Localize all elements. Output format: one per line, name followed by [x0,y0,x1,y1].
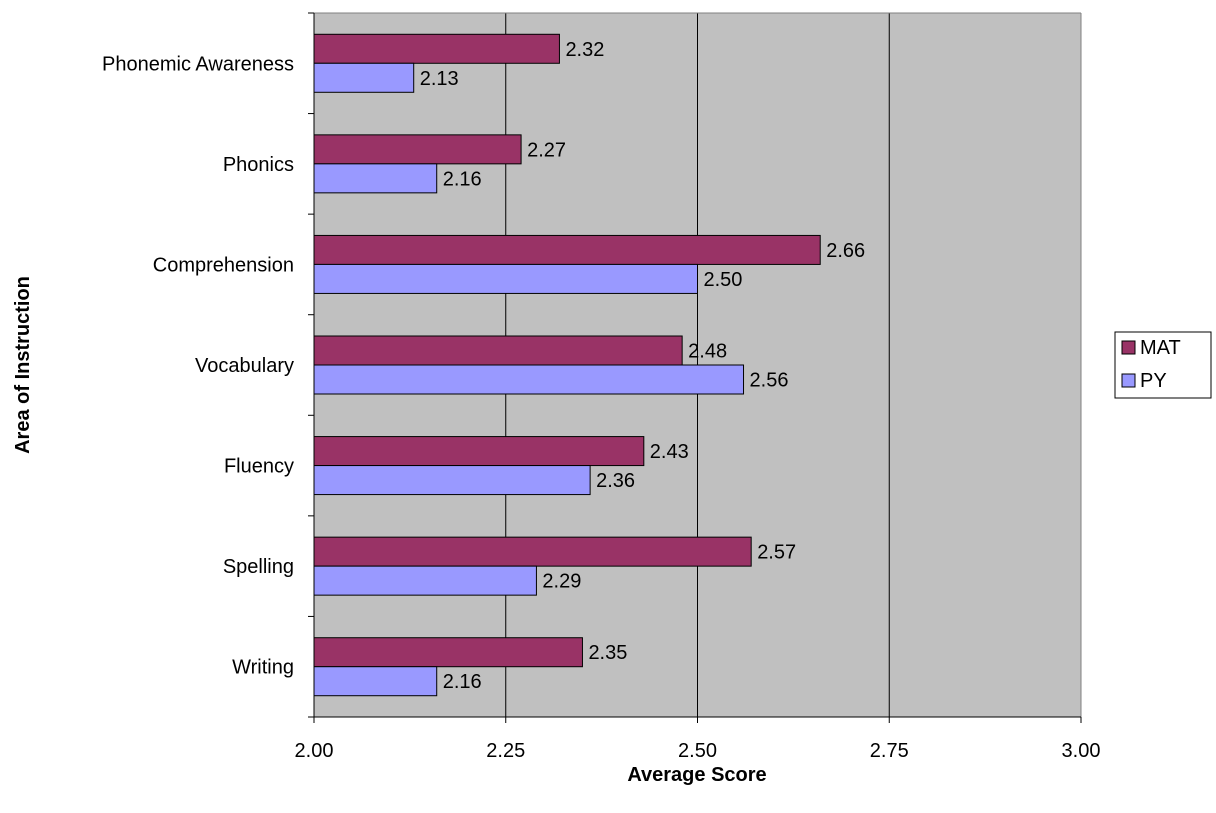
data-label-mat: 2.43 [650,441,689,463]
bars [313,33,821,697]
bar-py [313,163,438,194]
data-label-mat: 2.35 [588,642,627,664]
data-label-mat: 2.66 [826,240,865,262]
bar-py [313,263,698,294]
category-label: Fluency [224,456,294,478]
bar-mat [313,134,522,165]
y-axis-title: Area of Instruction [12,276,34,454]
data-label-py: 2.16 [443,168,482,190]
category-label: Spelling [223,556,294,578]
data-label-py: 2.56 [750,370,789,392]
x-tick-label: 3.00 [1062,740,1101,762]
bar-mat [313,637,583,668]
bar-mat [313,536,752,567]
data-label-py: 2.13 [420,68,459,90]
bar-mat [313,335,683,366]
category-label: Comprehension [153,254,294,276]
bar-py [313,666,438,697]
category-label: Phonics [223,154,294,176]
x-tick-label: 2.00 [295,740,334,762]
data-label-py: 2.36 [596,470,635,492]
category-labels: Phonemic Awareness Phonics Comprehension Vo… [102,53,294,678]
x-tick-label: 2.50 [678,740,717,762]
x-ticks: 2.00 2.25 2.50 2.75 3.00 [295,717,1101,762]
data-label-mat: 2.32 [565,39,604,61]
data-label-py: 2.16 [443,671,482,693]
bar-mat [313,33,560,64]
x-tick-label: 2.75 [870,740,909,762]
legend-label-py: PY [1140,370,1167,392]
x-tick-label: 2.25 [486,740,525,762]
bar-py [313,62,415,93]
y-ticks [308,12,314,718]
bar-py [313,364,745,395]
category-label: Phonemic Awareness [102,53,294,75]
x-axis-title: Average Score [627,764,766,786]
legend-swatch-mat [1121,340,1136,355]
data-label-mat: 2.27 [527,139,566,161]
bar-py [313,465,591,496]
data-label-mat: 2.57 [757,542,796,564]
data-label-py: 2.29 [542,571,581,593]
legend-swatch-py [1121,373,1136,388]
data-label-py: 2.50 [704,269,743,291]
category-label: Writing [232,657,294,679]
bar-py [313,565,537,596]
bar-mat [313,234,821,265]
legend: MAT PY [1114,331,1212,399]
category-label: Vocabulary [195,355,294,377]
bar-mat [313,436,645,467]
data-label-mat: 2.48 [688,341,727,363]
legend-label-mat: MAT [1140,337,1181,359]
data-labels: 2.32 2.13 2.27 2.16 2.66 2.50 2.48 2.56 2.43 2.36… [420,39,865,693]
